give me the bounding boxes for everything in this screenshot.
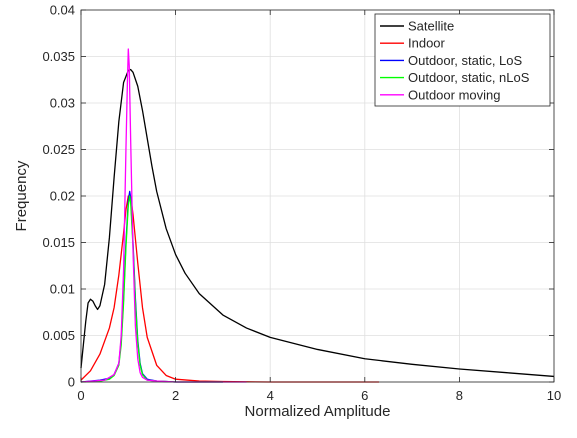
y-tick-label: 0.01 <box>50 282 75 297</box>
y-tick-label: 0.025 <box>42 142 75 157</box>
x-tick-label: 10 <box>547 388 561 403</box>
legend-box <box>374 13 551 107</box>
legend: Satellite Indoor Outdoor, static, LoS Outdo… <box>374 13 551 107</box>
legend-label: Outdoor, static, nLoS <box>408 70 530 85</box>
x-tick-label: 8 <box>456 388 463 403</box>
y-tick-label: 0.005 <box>42 328 75 343</box>
legend-label: Satellite <box>408 19 454 34</box>
legend-label: Outdoor, static, LoS <box>408 53 523 68</box>
y-tick-label: 0 <box>68 375 75 390</box>
y-axis-label: Frequency <box>13 160 30 231</box>
series-lines <box>80 48 555 383</box>
y-tick-label: 0.02 <box>50 189 75 204</box>
x-tick-label: 4 <box>267 388 274 403</box>
x-tick-label: 0 <box>77 388 84 403</box>
y-tick-label: 0.035 <box>42 49 75 64</box>
x-tick-label: 6 <box>361 388 368 403</box>
x-tick-label: 2 <box>172 388 179 403</box>
axis-ticks: 0 2 4 6 8 10 0 0.005 0.01 0.015 0.02 0.025 0.03 0.035… <box>42 3 561 404</box>
y-tick-label: 0.03 <box>50 96 75 111</box>
y-tick-label: 0.015 <box>42 235 75 250</box>
legend-label: Indoor <box>408 36 446 51</box>
x-axis-label: Normalized Amplitude <box>245 403 391 420</box>
series-line-satellite <box>80 68 555 378</box>
legend-label: Outdoor moving <box>408 87 501 102</box>
series-line-outdoor-moving <box>80 48 247 383</box>
series-line-indoor <box>80 195 379 383</box>
y-tick-label: 0.04 <box>50 3 75 18</box>
